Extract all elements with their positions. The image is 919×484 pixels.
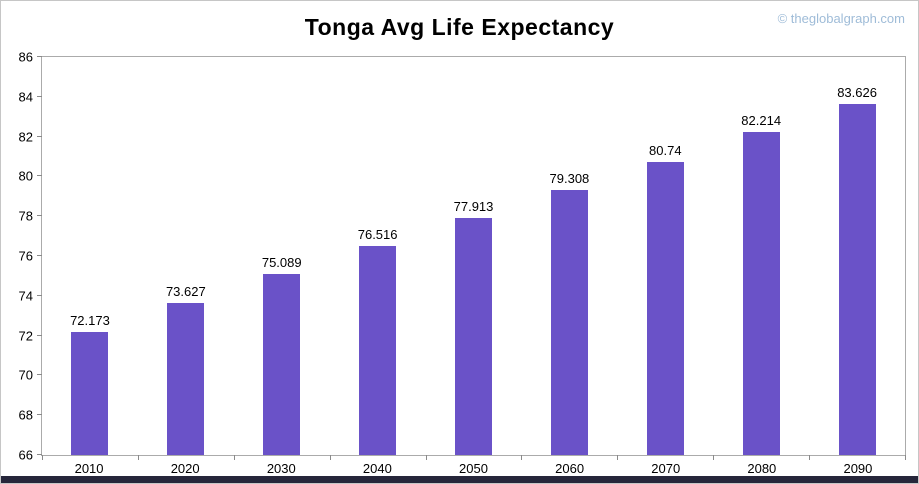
x-axis-tick-mark xyxy=(809,455,811,460)
x-axis-tick-mark xyxy=(42,455,43,460)
bar-value-label: 83.626 xyxy=(837,85,877,101)
x-axis-tick-mark xyxy=(137,455,139,460)
x-axis-category-label: 2060 xyxy=(555,461,585,476)
y-axis-tick-mark xyxy=(37,56,42,57)
bar-value-label: 76.516 xyxy=(357,226,398,242)
y-axis-tick-mark xyxy=(37,175,42,177)
y-axis-tick-label: 74 xyxy=(18,288,33,304)
x-axis-tick-mark xyxy=(233,455,235,460)
bar xyxy=(455,217,492,455)
x-axis-category-label: 2050 xyxy=(459,461,488,476)
bar xyxy=(646,161,684,455)
x-axis-category-label: 2090 xyxy=(843,461,873,476)
bar-slot: 79.308 xyxy=(521,57,617,455)
x-axis-category-label: 2010 xyxy=(74,461,104,476)
chart-title: Tonga Avg Life Expectancy xyxy=(304,14,615,40)
y-axis-tick-label: 80 xyxy=(18,168,33,184)
x-axis-category-label: 2040 xyxy=(362,461,392,476)
y-axis-tick-mark xyxy=(37,255,42,256)
bar-value-label: 82.214 xyxy=(741,113,782,129)
bar xyxy=(742,132,780,455)
y-axis-tick-mark xyxy=(37,95,42,97)
bar-slot: 83.626 xyxy=(809,57,905,455)
plot-area: 72.173 73.627 75.089 76.516 77.913 79.308 80.7… xyxy=(19,50,906,463)
bar-slot: 77.913 xyxy=(426,57,522,455)
bar-slot: 72.173 xyxy=(42,57,138,455)
y-axis-tick-mark xyxy=(37,215,42,217)
y-axis-tick-mark xyxy=(37,414,42,416)
bar-value-label: 80.74 xyxy=(649,142,682,158)
x-axis-category-label: 2030 xyxy=(266,461,296,476)
bars-container: 72.173 73.627 75.089 76.516 77.913 79.308 80.7… xyxy=(42,57,905,455)
x-axis-tick-mark xyxy=(425,455,427,460)
bar-slot: 75.089 xyxy=(234,57,330,455)
bar xyxy=(71,332,109,455)
bar-value-label: 73.627 xyxy=(165,284,206,300)
bottom-bar xyxy=(1,476,918,483)
x-axis-labels: 2010 2020 2030 2040 2050 2060 2070 2080 2090 xyxy=(41,461,906,476)
x-axis-tick-mark xyxy=(905,455,906,460)
bar xyxy=(263,274,301,455)
y-axis-tick-label: 70 xyxy=(18,367,33,383)
bar-chart: 72.173 73.627 75.089 76.516 77.913 79.308 80.7… xyxy=(19,50,906,476)
x-axis-category-label: 2070 xyxy=(651,461,681,476)
bar-value-label: 79.308 xyxy=(549,171,590,187)
y-axis-tick-label: 78 xyxy=(18,208,33,224)
y-axis-tick-label: 84 xyxy=(18,89,33,105)
y-axis-tick-mark xyxy=(37,374,42,376)
bar-slot: 73.627 xyxy=(138,57,234,455)
y-axis-tick-label: 66 xyxy=(18,447,33,463)
x-axis-tick-mark xyxy=(617,455,619,460)
bar xyxy=(550,190,588,455)
x-axis-tick-mark xyxy=(329,455,331,460)
bar-slot: 82.214 xyxy=(713,57,809,455)
y-axis-tick-label: 82 xyxy=(18,129,33,145)
y-axis-tick-mark xyxy=(37,334,42,336)
y-axis-tick-mark xyxy=(37,135,42,137)
y-axis-tick-label: 76 xyxy=(18,248,33,264)
y-axis-tick-mark xyxy=(37,454,42,455)
bar-slot: 76.516 xyxy=(330,57,426,455)
bar xyxy=(838,104,876,455)
y-axis-tick-mark xyxy=(37,294,42,296)
x-axis-tick-mark xyxy=(713,455,715,460)
x-axis-tick-mark xyxy=(521,455,523,460)
bar-slot: 80.74 xyxy=(617,57,713,455)
x-axis-category-label: 2020 xyxy=(170,461,200,476)
bar-value-label: 72.173 xyxy=(70,313,110,329)
bar xyxy=(167,303,205,455)
bar xyxy=(359,245,397,455)
bar-value-label: 77.913 xyxy=(453,198,494,214)
copyright-link[interactable]: © theglobalgraph.com xyxy=(777,11,905,26)
x-axis-category-label: 2080 xyxy=(747,461,777,476)
bar-value-label: 75.089 xyxy=(261,255,302,271)
y-axis-tick-label: 86 xyxy=(18,49,33,65)
y-axis-tick-label: 72 xyxy=(18,328,33,344)
y-axis-tick-label: 68 xyxy=(18,407,33,423)
